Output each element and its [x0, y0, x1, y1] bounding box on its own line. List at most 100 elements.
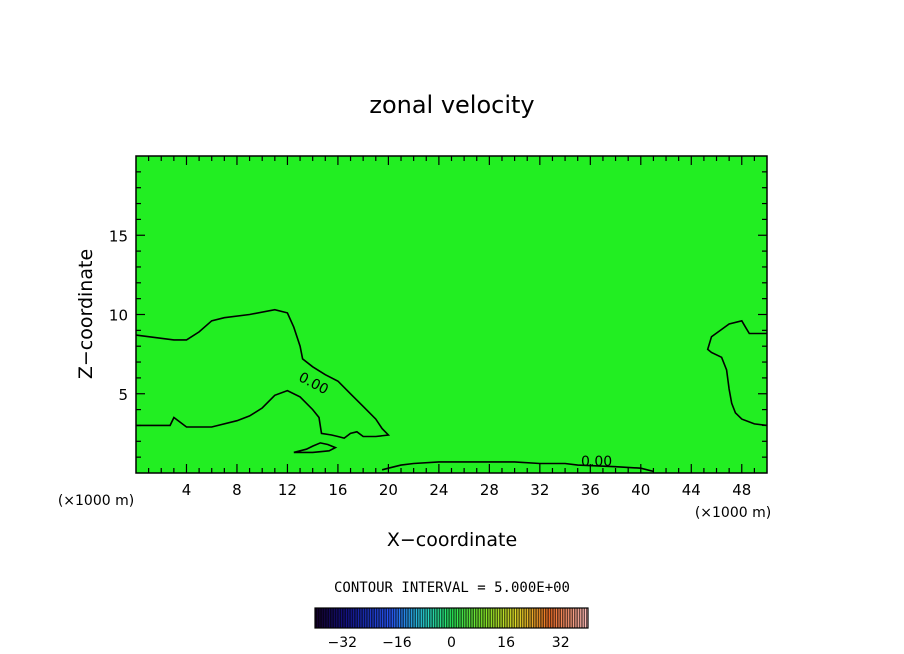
colorbar-cell [395, 608, 398, 628]
colorbar-cell [439, 608, 442, 628]
colorbar-cell [468, 608, 471, 628]
colorbar-cell [374, 608, 377, 628]
colorbar-cell [320, 608, 323, 628]
colorbar-cell [535, 608, 538, 628]
colorbar-cell [547, 608, 550, 628]
colorbar-cell [345, 608, 348, 628]
colorbar-cell [533, 608, 536, 628]
colorbar-cell [582, 608, 585, 628]
zero-contour-right [706, 319, 768, 427]
colorbar-cell [340, 608, 343, 628]
x-tick-label: 28 [480, 481, 499, 499]
colorbar-cell [361, 608, 364, 628]
x-tick-label: 12 [278, 481, 297, 499]
colorbar-cell [427, 608, 430, 628]
colorbar-cell [441, 608, 444, 628]
colorbar-cell [545, 608, 548, 628]
colorbar-cell [383, 608, 386, 628]
x-unit-right: (×1000 m) [695, 505, 771, 521]
x-tick-label: 20 [379, 481, 398, 499]
axis-layer [136, 156, 767, 473]
colorbar-cell [502, 608, 505, 628]
colorbar-cell [407, 608, 410, 628]
colorbar-cell [386, 608, 389, 628]
colorbar-cell [463, 608, 466, 628]
chart-title: zonal velocity [369, 91, 534, 119]
colorbar-cell [436, 608, 439, 628]
colorbar-labels: −32 −16 0 16 32 [328, 635, 570, 651]
colorbar-cell [456, 608, 459, 628]
colorbar-cell [548, 608, 551, 628]
colorbar-cell [526, 608, 529, 628]
colorbar-cell [511, 608, 514, 628]
colorbar-cell [412, 608, 415, 628]
colorbar-tick-label: −32 [328, 635, 358, 651]
zero-contour-bottom [381, 461, 654, 473]
colorbar-cell [318, 608, 321, 628]
colorbar-cell [371, 608, 374, 628]
colorbar-tick-label: 0 [447, 635, 456, 651]
colorbar-cell [494, 608, 497, 628]
colorbar-cell [333, 608, 336, 628]
colorbar-cell [555, 608, 558, 628]
colorbar-cell [413, 608, 416, 628]
colorbar-cell [516, 608, 519, 628]
colorbar-cell [347, 608, 350, 628]
colorbar-cell [492, 608, 495, 628]
colorbar-cell [470, 608, 473, 628]
colorbar-cell [567, 608, 570, 628]
colorbar-cell [451, 608, 454, 628]
colorbar-cell [565, 608, 568, 628]
colorbar-cell [434, 608, 437, 628]
y-tick-label: 15 [109, 227, 128, 245]
colorbar-cell [344, 608, 347, 628]
colorbar-cell [518, 608, 521, 628]
colorbar-cell [529, 608, 532, 628]
colorbar-cell [442, 608, 445, 628]
colorbar-cell [354, 608, 357, 628]
colorbar-cell [393, 608, 396, 628]
colorbar-cell [444, 608, 447, 628]
colorbar-cell [489, 608, 492, 628]
colorbar-cell [446, 608, 449, 628]
x-tick-label: 24 [429, 481, 448, 499]
y-axis-label: Z−coordinate [75, 249, 97, 379]
colorbar-cell [483, 608, 486, 628]
colorbar-cell [388, 608, 391, 628]
colorbar-cell [326, 608, 329, 628]
colorbar-cell [431, 608, 434, 628]
colorbar-cell [576, 608, 579, 628]
x-tick-label: 44 [682, 481, 701, 499]
colorbar-cell [550, 608, 553, 628]
colorbar-cell [536, 608, 539, 628]
colorbar-cell [355, 608, 358, 628]
y-tick-label: 10 [109, 307, 128, 325]
colorbar-cell [471, 608, 474, 628]
zero-contour-upper-left [135, 308, 391, 439]
colorbar-cell [357, 608, 360, 628]
colorbar-cell [410, 608, 413, 628]
colorbar-frame [314, 607, 589, 629]
colorbar-cell [477, 608, 480, 628]
colorbar-cell [420, 608, 423, 628]
colorbar-cell [415, 608, 418, 628]
colorbar [314, 607, 589, 629]
colorbar-cell [552, 608, 555, 628]
colorbar-cell [523, 608, 526, 628]
colorbar-cell [373, 608, 376, 628]
colorbar-cell [332, 608, 335, 628]
x-tick-label: 8 [232, 481, 242, 499]
colorbar-cell [350, 608, 353, 628]
colorbar-cell [381, 608, 384, 628]
colorbar-cell [424, 608, 427, 628]
colorbar-cell [349, 608, 352, 628]
colorbar-cell [448, 608, 451, 628]
colorbar-cell [581, 608, 584, 628]
colorbar-cell [500, 608, 503, 628]
colorbar-cell [400, 608, 403, 628]
colorbar-cell [419, 608, 422, 628]
colorbar-cell [504, 608, 507, 628]
colorbar-cell [422, 608, 425, 628]
colorbar-cell [562, 608, 565, 628]
colorbar-cell [453, 608, 456, 628]
